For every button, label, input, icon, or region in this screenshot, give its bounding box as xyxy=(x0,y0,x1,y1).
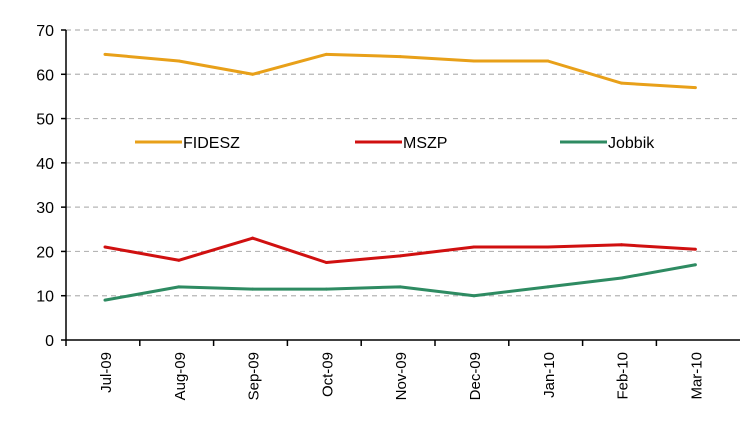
data-point xyxy=(693,263,697,267)
y-tick-label: 40 xyxy=(36,156,54,173)
data-point xyxy=(177,285,181,289)
x-tick-label: Jan-10 xyxy=(541,352,558,398)
legend-label: MSZP xyxy=(403,135,447,152)
data-point xyxy=(251,287,255,291)
data-point xyxy=(546,59,550,63)
y-tick-label: 50 xyxy=(36,112,54,129)
x-tick-label: Dec-09 xyxy=(467,352,484,400)
data-point xyxy=(693,247,697,251)
data-point xyxy=(472,245,476,249)
series-line-mszp xyxy=(104,236,696,264)
x-tick-label: Aug-09 xyxy=(172,352,189,400)
y-tick-label: 0 xyxy=(45,333,54,350)
x-tick-label: Sep-09 xyxy=(246,352,263,400)
data-point xyxy=(620,276,624,280)
data-point xyxy=(398,254,402,258)
data-point xyxy=(398,285,402,289)
data-point xyxy=(620,81,624,85)
series-line-fidesz xyxy=(104,52,696,90)
y-tick-label: 20 xyxy=(36,244,54,261)
data-point xyxy=(472,294,476,298)
x-tick-label: Nov-09 xyxy=(393,352,410,400)
data-point xyxy=(620,243,624,247)
data-point xyxy=(546,245,550,249)
data-point xyxy=(324,287,328,291)
x-tick-label: Oct-09 xyxy=(319,352,336,397)
data-point xyxy=(103,52,107,56)
data-point xyxy=(546,285,550,289)
x-tick-label: Feb-10 xyxy=(615,352,632,400)
y-tick-label: 30 xyxy=(36,200,54,217)
y-tick-label: 60 xyxy=(36,67,54,84)
data-point xyxy=(398,55,402,59)
data-point xyxy=(324,261,328,264)
y-tick-label: 70 xyxy=(36,23,54,40)
y-tick-label: 10 xyxy=(36,289,54,306)
x-tick-label: Mar-10 xyxy=(688,352,705,400)
legend-label: FIDESZ xyxy=(183,135,240,152)
data-point xyxy=(251,72,255,76)
data-point xyxy=(693,86,697,90)
data-point xyxy=(472,59,476,63)
data-point xyxy=(177,59,181,63)
data-point xyxy=(251,236,255,240)
data-point xyxy=(177,258,181,262)
data-point xyxy=(103,245,107,249)
x-tick-label: Jul-09 xyxy=(98,352,115,393)
series-line-jobbik xyxy=(104,263,696,302)
data-point xyxy=(324,52,328,56)
legend-label: Jobbik xyxy=(608,135,655,152)
data-point xyxy=(103,298,107,302)
